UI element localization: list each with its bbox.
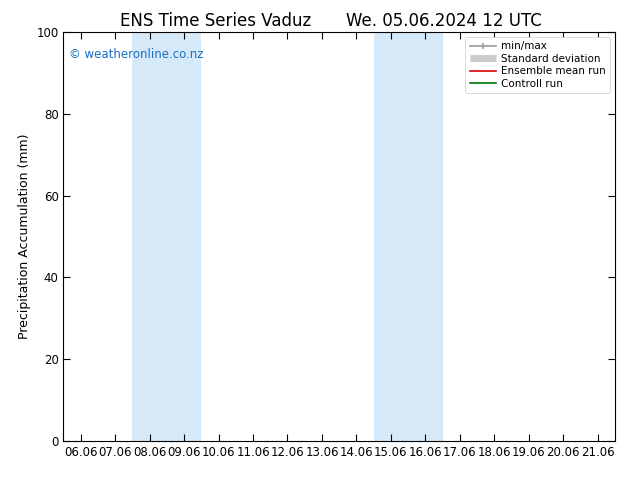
- Bar: [373, 32, 443, 441]
- Legend: min/max, Standard deviation, Ensemble mean run, Controll run: min/max, Standard deviation, Ensemble me…: [465, 37, 610, 93]
- Text: ENS Time Series Vaduz: ENS Time Series Vaduz: [120, 12, 311, 30]
- Text: We. 05.06.2024 12 UTC: We. 05.06.2024 12 UTC: [346, 12, 541, 30]
- Bar: [133, 32, 202, 441]
- Text: © weatheronline.co.nz: © weatheronline.co.nz: [69, 48, 204, 61]
- Y-axis label: Precipitation Accumulation (mm): Precipitation Accumulation (mm): [18, 134, 30, 339]
